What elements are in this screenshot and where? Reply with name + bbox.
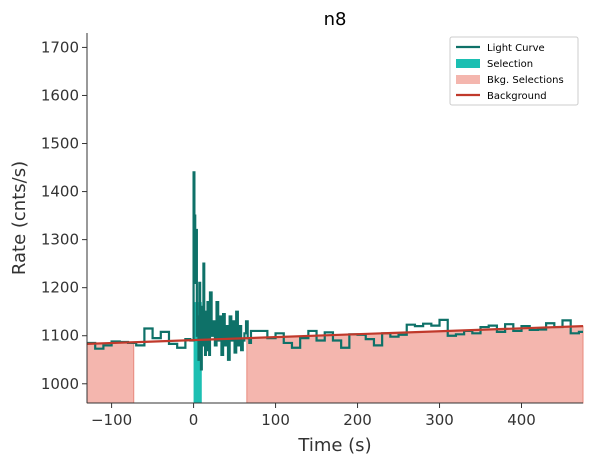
x-tick-label: 400 — [507, 411, 536, 429]
y-tick-label: 1700 — [41, 38, 79, 56]
legend-label: Selection — [487, 59, 533, 70]
legend-label: Bkg. Selections — [487, 75, 564, 86]
y-tick-label: 1300 — [41, 231, 79, 249]
y-tick-label: 1600 — [41, 86, 79, 104]
x-axis-label: Time (s) — [297, 435, 371, 456]
y-tick-label: 1000 — [41, 375, 79, 393]
bkg-selection-0 — [86, 341, 135, 404]
y-tick-label: 1100 — [41, 327, 79, 345]
y-tick-label: 1400 — [41, 183, 79, 201]
bkg-selection-1 — [246, 325, 584, 404]
x-tick-label: 0 — [189, 411, 199, 429]
legend-frame — [449, 36, 579, 106]
light-curve-line — [87, 171, 583, 371]
x-tick-label: 300 — [425, 411, 454, 429]
legend-label: Background — [487, 91, 547, 102]
legend-swatch-patch — [456, 59, 480, 68]
x-ticks: −100 0 100 200 300 400 — [91, 403, 536, 429]
y-tick-label: 1200 — [41, 279, 79, 297]
plot-area — [86, 171, 584, 404]
x-tick-label: 200 — [343, 411, 372, 429]
y-tick-label: 1500 — [41, 135, 79, 153]
x-tick-label: −100 — [91, 411, 132, 429]
y-axis-label: Rate (cnts/s) — [9, 161, 30, 275]
y-ticks: 1000 1100 1200 1300 1400 1500 1600 1700 — [41, 38, 87, 393]
background-line — [86, 325, 584, 345]
legend: Light Curve Selection Bkg. Selections Backg… — [449, 36, 579, 106]
x-tick-label: 100 — [261, 411, 290, 429]
legend-swatch-patch — [456, 75, 480, 84]
chart-title: n8 — [324, 9, 347, 30]
legend-label: Light Curve — [487, 43, 545, 54]
